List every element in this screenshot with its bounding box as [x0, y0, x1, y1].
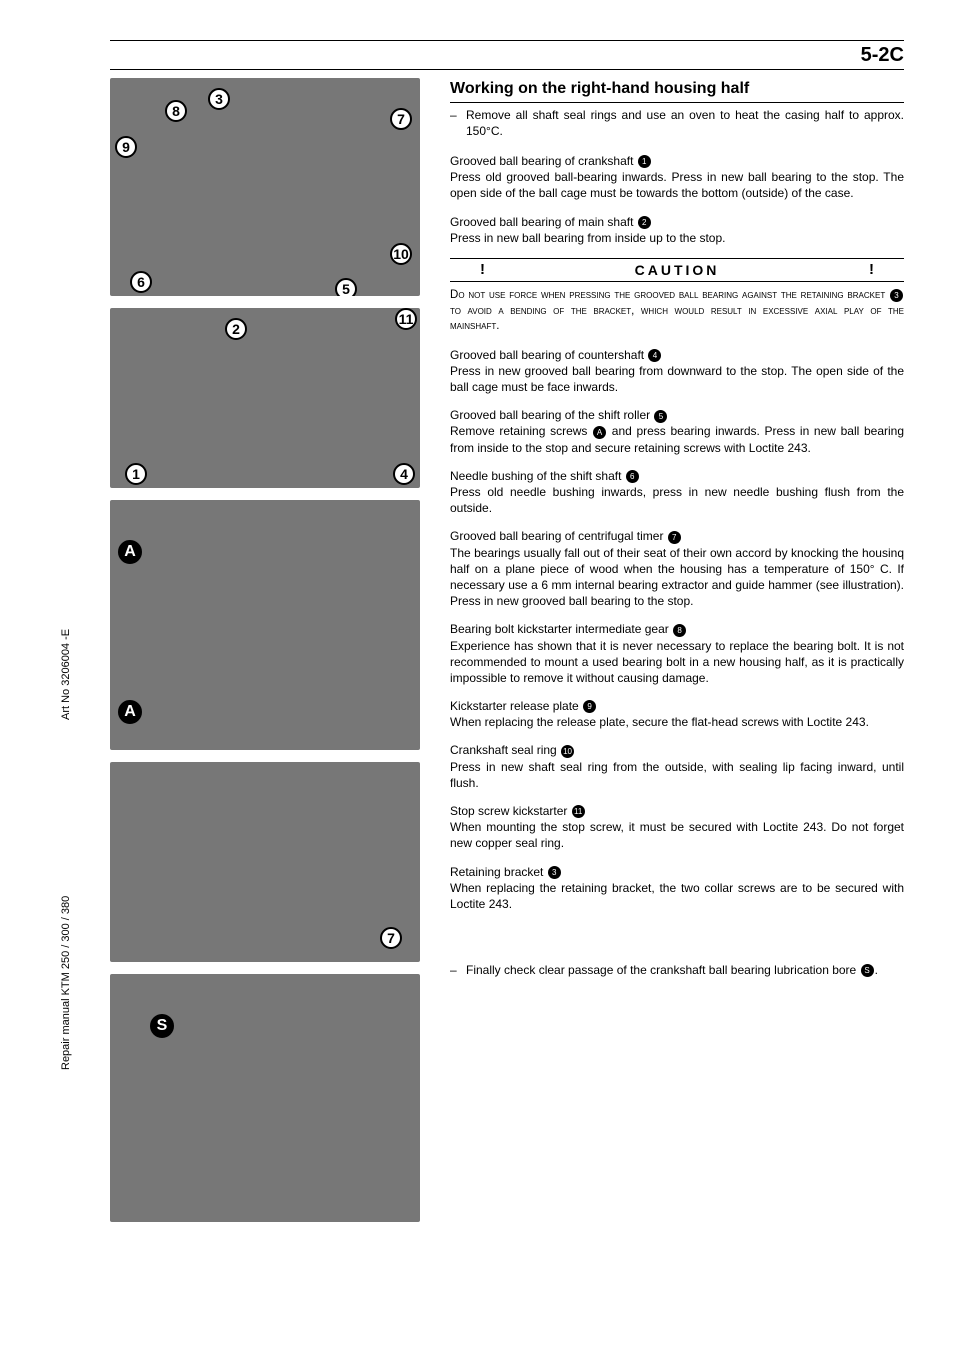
figure-bubble: 7 — [390, 108, 412, 130]
intro-text: Remove all shaft seal rings and use an o… — [466, 107, 904, 139]
intro-paragraph: – Remove all shaft seal rings and use an… — [450, 107, 904, 139]
figures-column: 83791065 21114 AA 7 S — [110, 78, 420, 1222]
figure-bubble: 6 — [130, 271, 152, 293]
para-head: Grooved ball bearing of centrifugal time… — [450, 528, 904, 544]
text-column: Working on the right-hand housing half –… — [450, 78, 904, 1222]
para-body: When mounting the stop screw, it must be… — [450, 819, 904, 851]
para-body: When replacing the release plate, secure… — [450, 714, 904, 730]
figure-bubble: 5 — [335, 278, 357, 296]
figure-letter: A — [118, 540, 142, 564]
figure-3: AA — [110, 500, 420, 750]
page-number: 5-2C — [861, 44, 904, 67]
para-body: Experience has shown that it is never ne… — [450, 638, 904, 687]
figure-letter: S — [150, 1014, 174, 1038]
figure-1: 83 7 9 10 6 5 — [110, 78, 420, 296]
para-head: Grooved ball bearing of crankshaft 1 — [450, 153, 904, 169]
caution-excl-left: ! — [480, 260, 485, 280]
para-body: Press in new shaft seal ring from the ou… — [450, 759, 904, 791]
final-text: Finally check clear passage of the crank… — [466, 962, 904, 978]
figure-bubble: 7 — [380, 927, 402, 949]
figure-bubble: 3 — [208, 88, 230, 110]
para-head: Grooved ball bearing of main shaft 2 — [450, 214, 904, 230]
figure-bubble: 1 — [125, 463, 147, 485]
caution-excl-right: ! — [869, 260, 874, 280]
final-text-b: . — [875, 963, 878, 977]
figure-bubble: 10 — [390, 243, 412, 265]
figure-5: S — [110, 974, 420, 1222]
page-header: 5-2C — [110, 40, 904, 70]
caution-text: Do not use force when pressing the groov… — [450, 288, 904, 335]
para-head: Grooved ball bearing of countershaft 4 — [450, 347, 904, 363]
figure-bubble: 11 — [395, 308, 417, 330]
spine-text-1: Repair manual KTM 250 / 300 / 380 — [60, 670, 72, 1070]
para-head: Crankshaft seal ring 10 — [450, 742, 904, 758]
para-head: Needle bushing of the shift shaft 6 — [450, 468, 904, 484]
figure-bubble: 2 — [225, 318, 247, 340]
para-head: Bearing bolt kickstarter intermediate ge… — [450, 621, 904, 637]
final-text-a: Finally check clear passage of the crank… — [466, 963, 860, 977]
para-body: The bearings usually fall out of their s… — [450, 545, 904, 610]
para-body: Press in new ball bearing from inside up… — [450, 230, 904, 246]
para-body: When replacing the retaining bracket, th… — [450, 880, 904, 912]
figure-bubble: 8 — [165, 100, 187, 122]
figure-2: 21114 — [110, 308, 420, 488]
figure-bubble: 9 — [115, 136, 137, 158]
para-body: Remove retaining screws A and press bear… — [450, 423, 904, 455]
para-body: Press old needle bushing inwards, press … — [450, 484, 904, 516]
para-head: Stop screw kickstarter 11 — [450, 803, 904, 819]
caution-box: ! CAUTION! — [450, 258, 904, 282]
final-dash: – — [450, 962, 466, 978]
para-body: Press old grooved ball-bearing inwards. … — [450, 169, 904, 201]
figure-letter: A — [118, 700, 142, 724]
para-head: Kickstarter release plate 9 — [450, 698, 904, 714]
para-body: Press in new grooved ball bearing from d… — [450, 363, 904, 395]
figure-4: 7 — [110, 762, 420, 962]
para-head: Grooved ball bearing of the shift roller… — [450, 407, 904, 423]
final-ref: S — [861, 964, 874, 977]
spine-text-2: Art No 3206004 -E — [60, 520, 72, 720]
para-head: Retaining bracket 3 — [450, 864, 904, 880]
final-check: – Finally check clear passage of the cra… — [450, 962, 904, 978]
figure-bubble: 4 — [393, 463, 415, 485]
section-title: Working on the right-hand housing half — [450, 78, 904, 103]
intro-dash: – — [450, 107, 466, 139]
caution-word: CAUTION — [635, 261, 720, 280]
